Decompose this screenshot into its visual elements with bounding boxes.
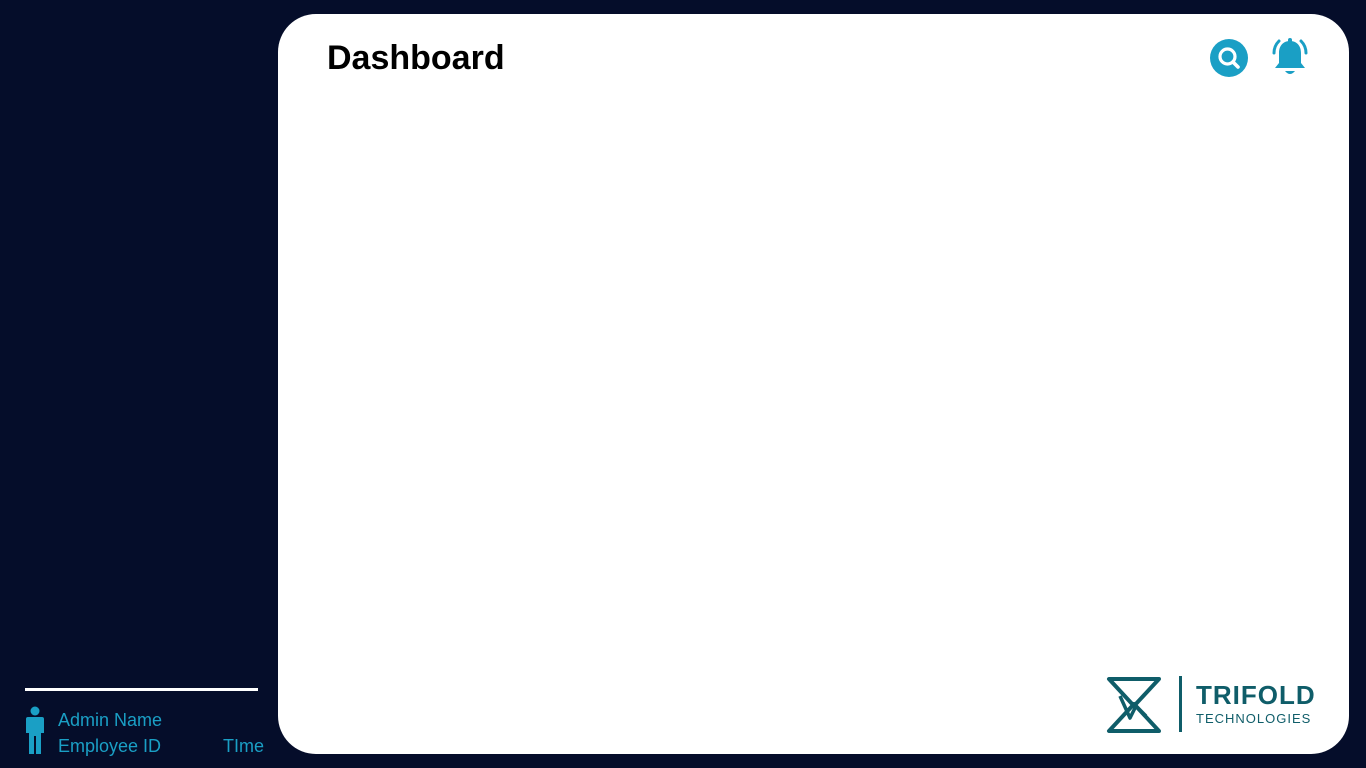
time-label: TIme bbox=[223, 736, 265, 756]
search-icon bbox=[1210, 39, 1248, 77]
user-icon bbox=[26, 706, 44, 754]
search-button[interactable] bbox=[1210, 39, 1248, 77]
trifold-logo-icon bbox=[1107, 677, 1161, 733]
sidebar-divider bbox=[25, 688, 258, 691]
logo-name: TRIFOLD bbox=[1196, 680, 1316, 710]
admin-name: Admin Name bbox=[58, 710, 163, 730]
main-panel: Dashboard TRIFOLD bbox=[278, 14, 1349, 754]
logo-divider bbox=[1179, 676, 1182, 732]
bell-icon bbox=[1272, 38, 1308, 74]
notifications-button[interactable] bbox=[1268, 36, 1312, 80]
page-title: Dashboard bbox=[327, 39, 505, 77]
employee-id: Employee ID bbox=[58, 736, 162, 756]
sidebar: Admin Name Employee ID TIme bbox=[0, 0, 278, 768]
logo-subtitle: TECHNOLOGIES bbox=[1196, 711, 1312, 726]
company-logo: TRIFOLD TECHNOLOGIES bbox=[1104, 674, 1324, 736]
